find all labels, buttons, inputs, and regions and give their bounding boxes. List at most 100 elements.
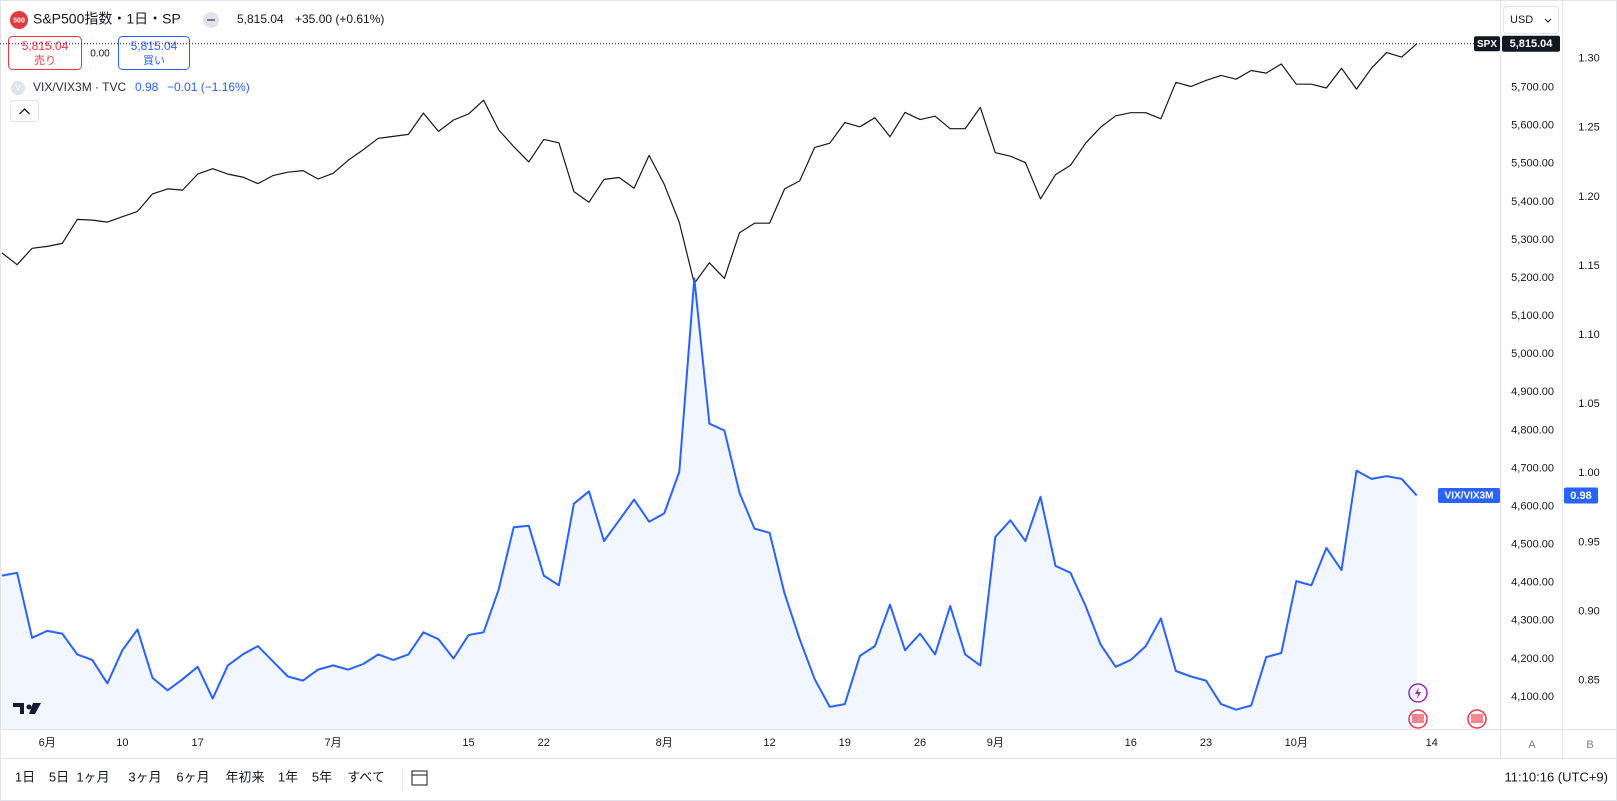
symbol-icon-text: 500 xyxy=(13,17,25,24)
series-line xyxy=(1,43,1418,284)
y-tick-label: 5,100.00 xyxy=(1511,310,1554,322)
y2-tick-label: 1.20 xyxy=(1578,191,1599,203)
clock[interactable]: 11:10:16 (UTC+9) xyxy=(1505,769,1608,784)
overlay-name[interactable]: VIX/VIX3M · TVC xyxy=(33,80,126,94)
logo-part xyxy=(13,703,24,714)
currency-caret xyxy=(1544,18,1552,23)
y-tick-label: 5,600.00 xyxy=(1511,120,1554,132)
last-value-tag xyxy=(1564,487,1598,504)
y-tick-label: 5,500.00 xyxy=(1511,158,1554,170)
series-name: VIX/VIX3M xyxy=(1445,491,1494,502)
date-range-button[interactable] xyxy=(411,770,428,786)
symbol-icon xyxy=(10,11,28,29)
y-tick-label: 4,400.00 xyxy=(1511,577,1554,589)
series-name-tag xyxy=(1474,36,1500,52)
x-tick-label: 15 xyxy=(462,737,474,749)
series-name: SPX xyxy=(1477,39,1497,50)
buy-button[interactable] xyxy=(118,36,190,70)
y2-tick-label: 1.05 xyxy=(1578,398,1599,410)
x-tick-label: 10月 xyxy=(1285,737,1308,749)
y-tick-label: 5,400.00 xyxy=(1511,196,1554,208)
currency: USD xyxy=(1510,14,1533,26)
trade-buttons: 5,815.04 売り 0.00 5,815.04 買い xyxy=(8,36,190,70)
y2-tick-label: 0.85 xyxy=(1578,675,1599,687)
sell-button[interactable] xyxy=(8,36,82,70)
period-button[interactable]: すべて xyxy=(347,769,385,784)
last-value-tag xyxy=(1502,35,1560,52)
x-tick-label: 8月 xyxy=(656,737,673,749)
period-button[interactable]: 1ヶ月 xyxy=(76,769,109,784)
x-tick-label: 7月 xyxy=(325,737,342,749)
period-button[interactable]: 1日 xyxy=(15,769,35,784)
y2-tick-label: 1.00 xyxy=(1578,467,1599,479)
overlay-icon xyxy=(11,81,25,95)
overlay-value: 0.98 xyxy=(135,80,159,94)
period-button[interactable]: 1年 xyxy=(278,769,298,784)
scale-a-button[interactable]: A xyxy=(1528,739,1536,751)
x-tick-label: 19 xyxy=(839,737,851,749)
logo-part xyxy=(29,703,41,714)
x-tick-label: 17 xyxy=(192,737,204,749)
buy-label: 買い xyxy=(143,54,165,67)
overlay-icon-text: V xyxy=(15,84,21,93)
symbol-title[interactable]: S&P500指数・1日・SP xyxy=(33,11,181,27)
period-button[interactable]: 6ヶ月 xyxy=(176,769,209,784)
y2-tick-label: 1.25 xyxy=(1578,122,1599,134)
y-tick-label: 4,100.00 xyxy=(1511,691,1554,703)
overlay-change: −0.01 (−1.16%) xyxy=(167,80,250,94)
y-tick-label: 5,000.00 xyxy=(1511,348,1554,360)
calendar-icon xyxy=(411,770,428,786)
y-tick-label: 4,200.00 xyxy=(1511,653,1554,665)
symbol-header: 500 S&P500指数・1日・SP 5,815.04 +35.00 (+0.6… xyxy=(10,11,384,29)
x-tick-label: 9月 xyxy=(987,737,1004,749)
y-tick-label: 5,300.00 xyxy=(1511,234,1554,246)
series-line xyxy=(1,277,1418,711)
y-tick-label: 4,800.00 xyxy=(1511,424,1554,436)
scale-b-button[interactable]: B xyxy=(1586,739,1593,751)
x-tick-label: 22 xyxy=(538,737,550,749)
y2-tick-label: 1.30 xyxy=(1578,53,1599,65)
spread: 0.00 xyxy=(90,49,110,60)
y-tick-label: 4,500.00 xyxy=(1511,539,1554,551)
y2-tick-label: 1.15 xyxy=(1578,260,1599,272)
y-tick-label: 4,600.00 xyxy=(1511,500,1554,512)
period-button[interactable]: 3ヶ月 xyxy=(128,769,161,784)
buy-price: 5,815.04 xyxy=(131,39,178,53)
market-status-icon xyxy=(207,19,215,21)
period-toolbar: 1日 5日 1ヶ月 3ヶ月 6ヶ月 年初来 1年 5年 すべて xyxy=(15,769,385,784)
period-button[interactable]: 5日 xyxy=(49,769,69,784)
x-tick-label: 26 xyxy=(914,737,926,749)
logo-part xyxy=(26,704,32,710)
y-tick-label: 5,700.00 xyxy=(1511,82,1554,94)
collapse-button[interactable] xyxy=(10,100,39,122)
price-change: +35.00 (+0.61%) xyxy=(295,12,384,26)
x-tick-label: 12 xyxy=(763,737,775,749)
overlay-legend: V VIX/VIX3M · TVC 0.98 −0.01 (−1.16%) xyxy=(11,80,250,95)
tradingview-logo xyxy=(13,703,41,714)
y2-tick-label: 0.95 xyxy=(1578,536,1599,548)
x-tick-label: 23 xyxy=(1200,737,1212,749)
x-tick-label: 16 xyxy=(1125,737,1137,749)
y-tick-label: 4,900.00 xyxy=(1511,386,1554,398)
last-value-label: 5,815.04 xyxy=(1510,38,1554,50)
x-tick-label: 6月 xyxy=(39,737,56,749)
x-tick-label: 10 xyxy=(116,737,128,749)
x-tick-label: 14 xyxy=(1426,737,1438,749)
series-area xyxy=(2,278,1417,729)
sell-price: 5,815.04 xyxy=(22,39,69,53)
series-name-tag xyxy=(1438,487,1500,503)
event-flag-icon xyxy=(1471,714,1483,723)
collapse-icon xyxy=(19,108,30,115)
y-tick-label: 4,700.00 xyxy=(1511,462,1554,474)
event-icon-bolt xyxy=(1415,687,1421,699)
y2-tick-label: 1.10 xyxy=(1578,329,1599,341)
period-button[interactable]: 年初来 xyxy=(225,769,264,784)
y-tick-label: 5,200.00 xyxy=(1511,272,1554,284)
sell-label: 売り xyxy=(34,54,56,67)
last-value-label: 0.98 xyxy=(1570,490,1591,502)
currency-select[interactable] xyxy=(1503,6,1559,34)
period-button[interactable]: 5年 xyxy=(312,769,332,784)
